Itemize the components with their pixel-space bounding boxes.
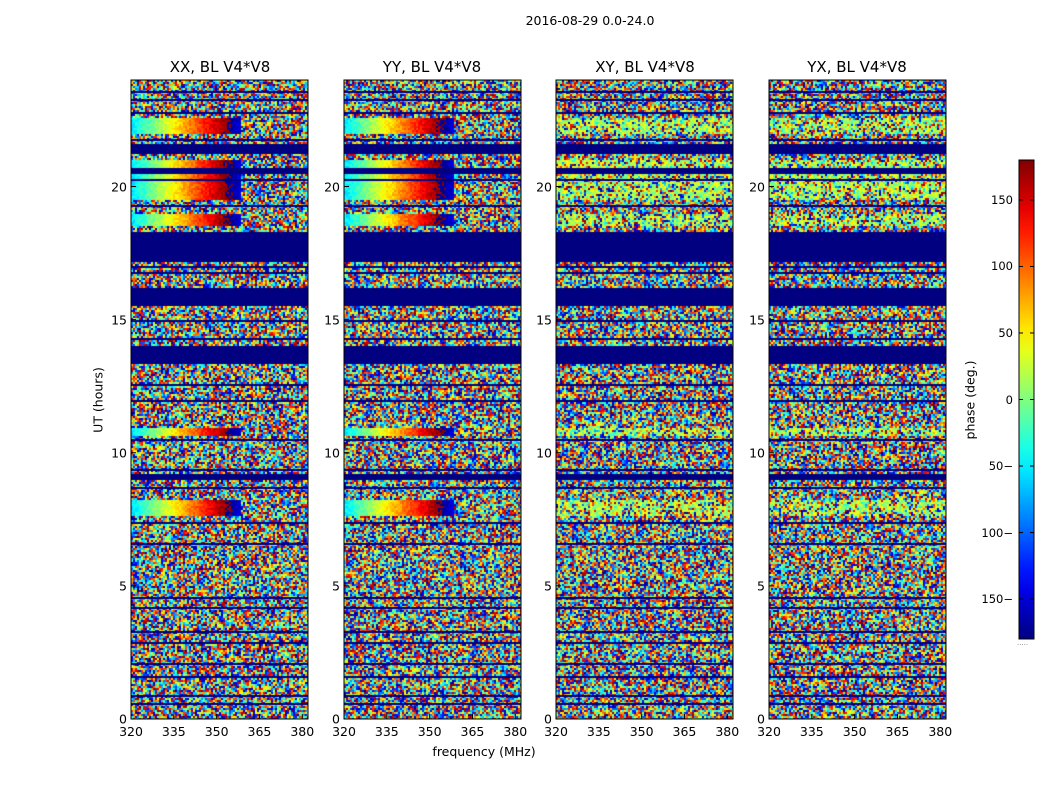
panel-title-xx: XX, BL V4*V8: [169, 58, 271, 76]
x-tick-label: 320: [332, 724, 356, 739]
y-tick-label: 20: [536, 179, 552, 194]
y-tick-label: 10: [536, 445, 552, 461]
y-tick-label: 20: [749, 179, 765, 194]
y-tick-label: 20: [111, 179, 127, 194]
heatmap-image-yx: [769, 80, 946, 719]
colorbar-label: phase (deg.): [962, 360, 978, 440]
y-tick-label: 15: [324, 312, 340, 328]
y-tick-label: 0: [544, 711, 552, 727]
x-tick-label: 335: [374, 724, 399, 739]
heatmap-image-yy: [344, 80, 521, 719]
x-tick-label: 350: [629, 724, 654, 739]
x-tick-label: 320: [544, 724, 568, 739]
y-tick-label: 10: [324, 445, 340, 461]
panel-title-yx: YX, BL V4*V8: [807, 58, 907, 76]
colorbar-footer: .....: [1017, 639, 1029, 647]
x-tick-label: 320: [119, 724, 143, 739]
y-tick-label: 15: [536, 312, 552, 328]
y-tick-label: 0: [332, 711, 340, 727]
figure-title: 2016-08-29 0.0-24.0: [525, 13, 655, 28]
x-tick-label: 380: [290, 724, 315, 739]
panel-frame-yy: [343, 79, 522, 720]
x-tick-label: 365: [460, 724, 485, 739]
y-tick-label: 0: [757, 711, 765, 727]
heatmap-image-xx: [131, 80, 308, 719]
x-tick-label: 365: [247, 724, 272, 739]
panel-frame-xy: [555, 79, 734, 720]
x-tick-label: 380: [503, 724, 528, 739]
panel-frame-xx: [130, 79, 309, 720]
x-tick-label: 320: [757, 724, 781, 739]
panel-frame-yx: [768, 79, 947, 720]
x-tick-label: 350: [417, 724, 442, 739]
x-tick-label: 365: [885, 724, 910, 739]
panel-title-xy: XY, BL V4*V8: [595, 58, 695, 76]
y-axis-label: UT (hours): [90, 367, 106, 433]
y-tick-label: 15: [749, 312, 765, 328]
panel-title-yy: YY, BL V4*V8: [382, 58, 482, 76]
x-tick-label: 335: [161, 724, 186, 739]
x-tick-label: 380: [928, 724, 953, 739]
y-tick-label: 10: [111, 445, 127, 461]
y-tick-label: 5: [757, 578, 765, 594]
x-tick-label: 350: [204, 724, 229, 739]
y-tick-label: 0: [119, 711, 127, 727]
y-tick-label: 5: [119, 578, 127, 594]
x-tick-label: 335: [799, 724, 824, 739]
y-tick-label: 20: [324, 179, 340, 194]
y-tick-label: 5: [544, 578, 552, 594]
y-tick-label: 15: [111, 312, 127, 328]
x-tick-label: 350: [842, 724, 867, 739]
x-tick-label: 335: [586, 724, 611, 739]
heatmap-image-xy: [556, 80, 733, 719]
y-tick-label: 10: [749, 445, 765, 461]
x-tick-label: 365: [672, 724, 697, 739]
x-axis-label: frequency (MHz): [432, 744, 536, 759]
x-tick-label: 380: [715, 724, 740, 739]
y-tick-label: 5: [332, 578, 340, 594]
